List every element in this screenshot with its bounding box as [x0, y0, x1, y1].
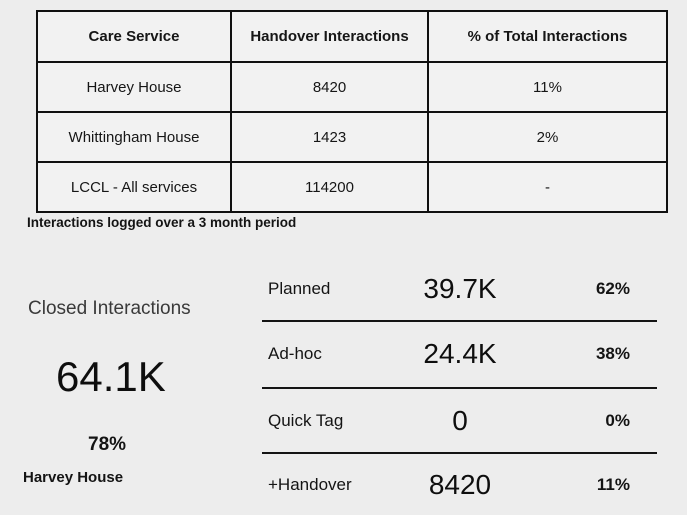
breakdown-label: Quick Tag	[268, 410, 344, 430]
table-cell-service: Whittingham House	[36, 111, 232, 163]
column-header-handover-interactions: Handover Interactions	[230, 10, 429, 63]
table-cell-service: Harvey House	[36, 61, 232, 113]
table-cell-interactions: 8420	[230, 61, 429, 113]
breakdown-row-handover: +Handover 8420 11%	[262, 452, 657, 515]
table-footnote: Interactions logged over a 3 month perio…	[27, 215, 297, 230]
table-cell-interactions: 1423	[230, 111, 429, 163]
column-header-percent-total: % of Total Interactions	[427, 10, 668, 63]
breakdown-value: 8420	[428, 468, 492, 500]
table-row: Whittingham House 1423 2%	[36, 111, 668, 163]
breakdown-value: 0	[452, 404, 468, 436]
breakdown-value: 39.7K	[423, 272, 497, 304]
breakdown-percent: 11%	[596, 474, 630, 494]
kpi-title: Closed Interactions	[28, 298, 191, 319]
column-header-care-service: Care Service	[36, 10, 232, 63]
kpi-value: 64.1K	[56, 353, 166, 400]
breakdown-label: Planned	[268, 278, 331, 298]
breakdown-percent: 38%	[595, 344, 630, 364]
table-cell-interactions: 114200	[230, 161, 429, 213]
table-cell-percent: 11%	[427, 61, 668, 113]
breakdown-value: 24.4K	[423, 338, 497, 370]
handover-interactions-table: Care Service Handover Interactions % of …	[36, 10, 668, 213]
breakdown-label: +Handover	[268, 474, 352, 494]
table-cell-percent: 2%	[427, 111, 668, 163]
table-cell-service: LCCL - All services	[36, 161, 232, 213]
table-cell-percent: -	[427, 161, 668, 213]
breakdown-label: Ad-hoc	[268, 344, 322, 364]
kpi-percent: 78%	[88, 434, 127, 455]
breakdown-percent: 0%	[605, 410, 630, 430]
breakdown-percent: 62%	[595, 278, 630, 298]
breakdown-row-quick-tag: Quick Tag 0 0%	[262, 386, 657, 452]
table-row: LCCL - All services 114200 -	[36, 161, 668, 213]
table-header-row: Care Service Handover Interactions % of …	[36, 10, 668, 63]
breakdown-row-adhoc: Ad-hoc 24.4K 38%	[262, 319, 657, 387]
interaction-breakdown-panel: Planned 39.7K 62% Ad-hoc 24.4K 38% Quick…	[262, 258, 657, 515]
kpi-category-label: Harvey House	[23, 469, 124, 486]
table-row: Harvey House 8420 11%	[36, 61, 668, 113]
breakdown-row-planned: Planned 39.7K 62%	[262, 258, 657, 320]
